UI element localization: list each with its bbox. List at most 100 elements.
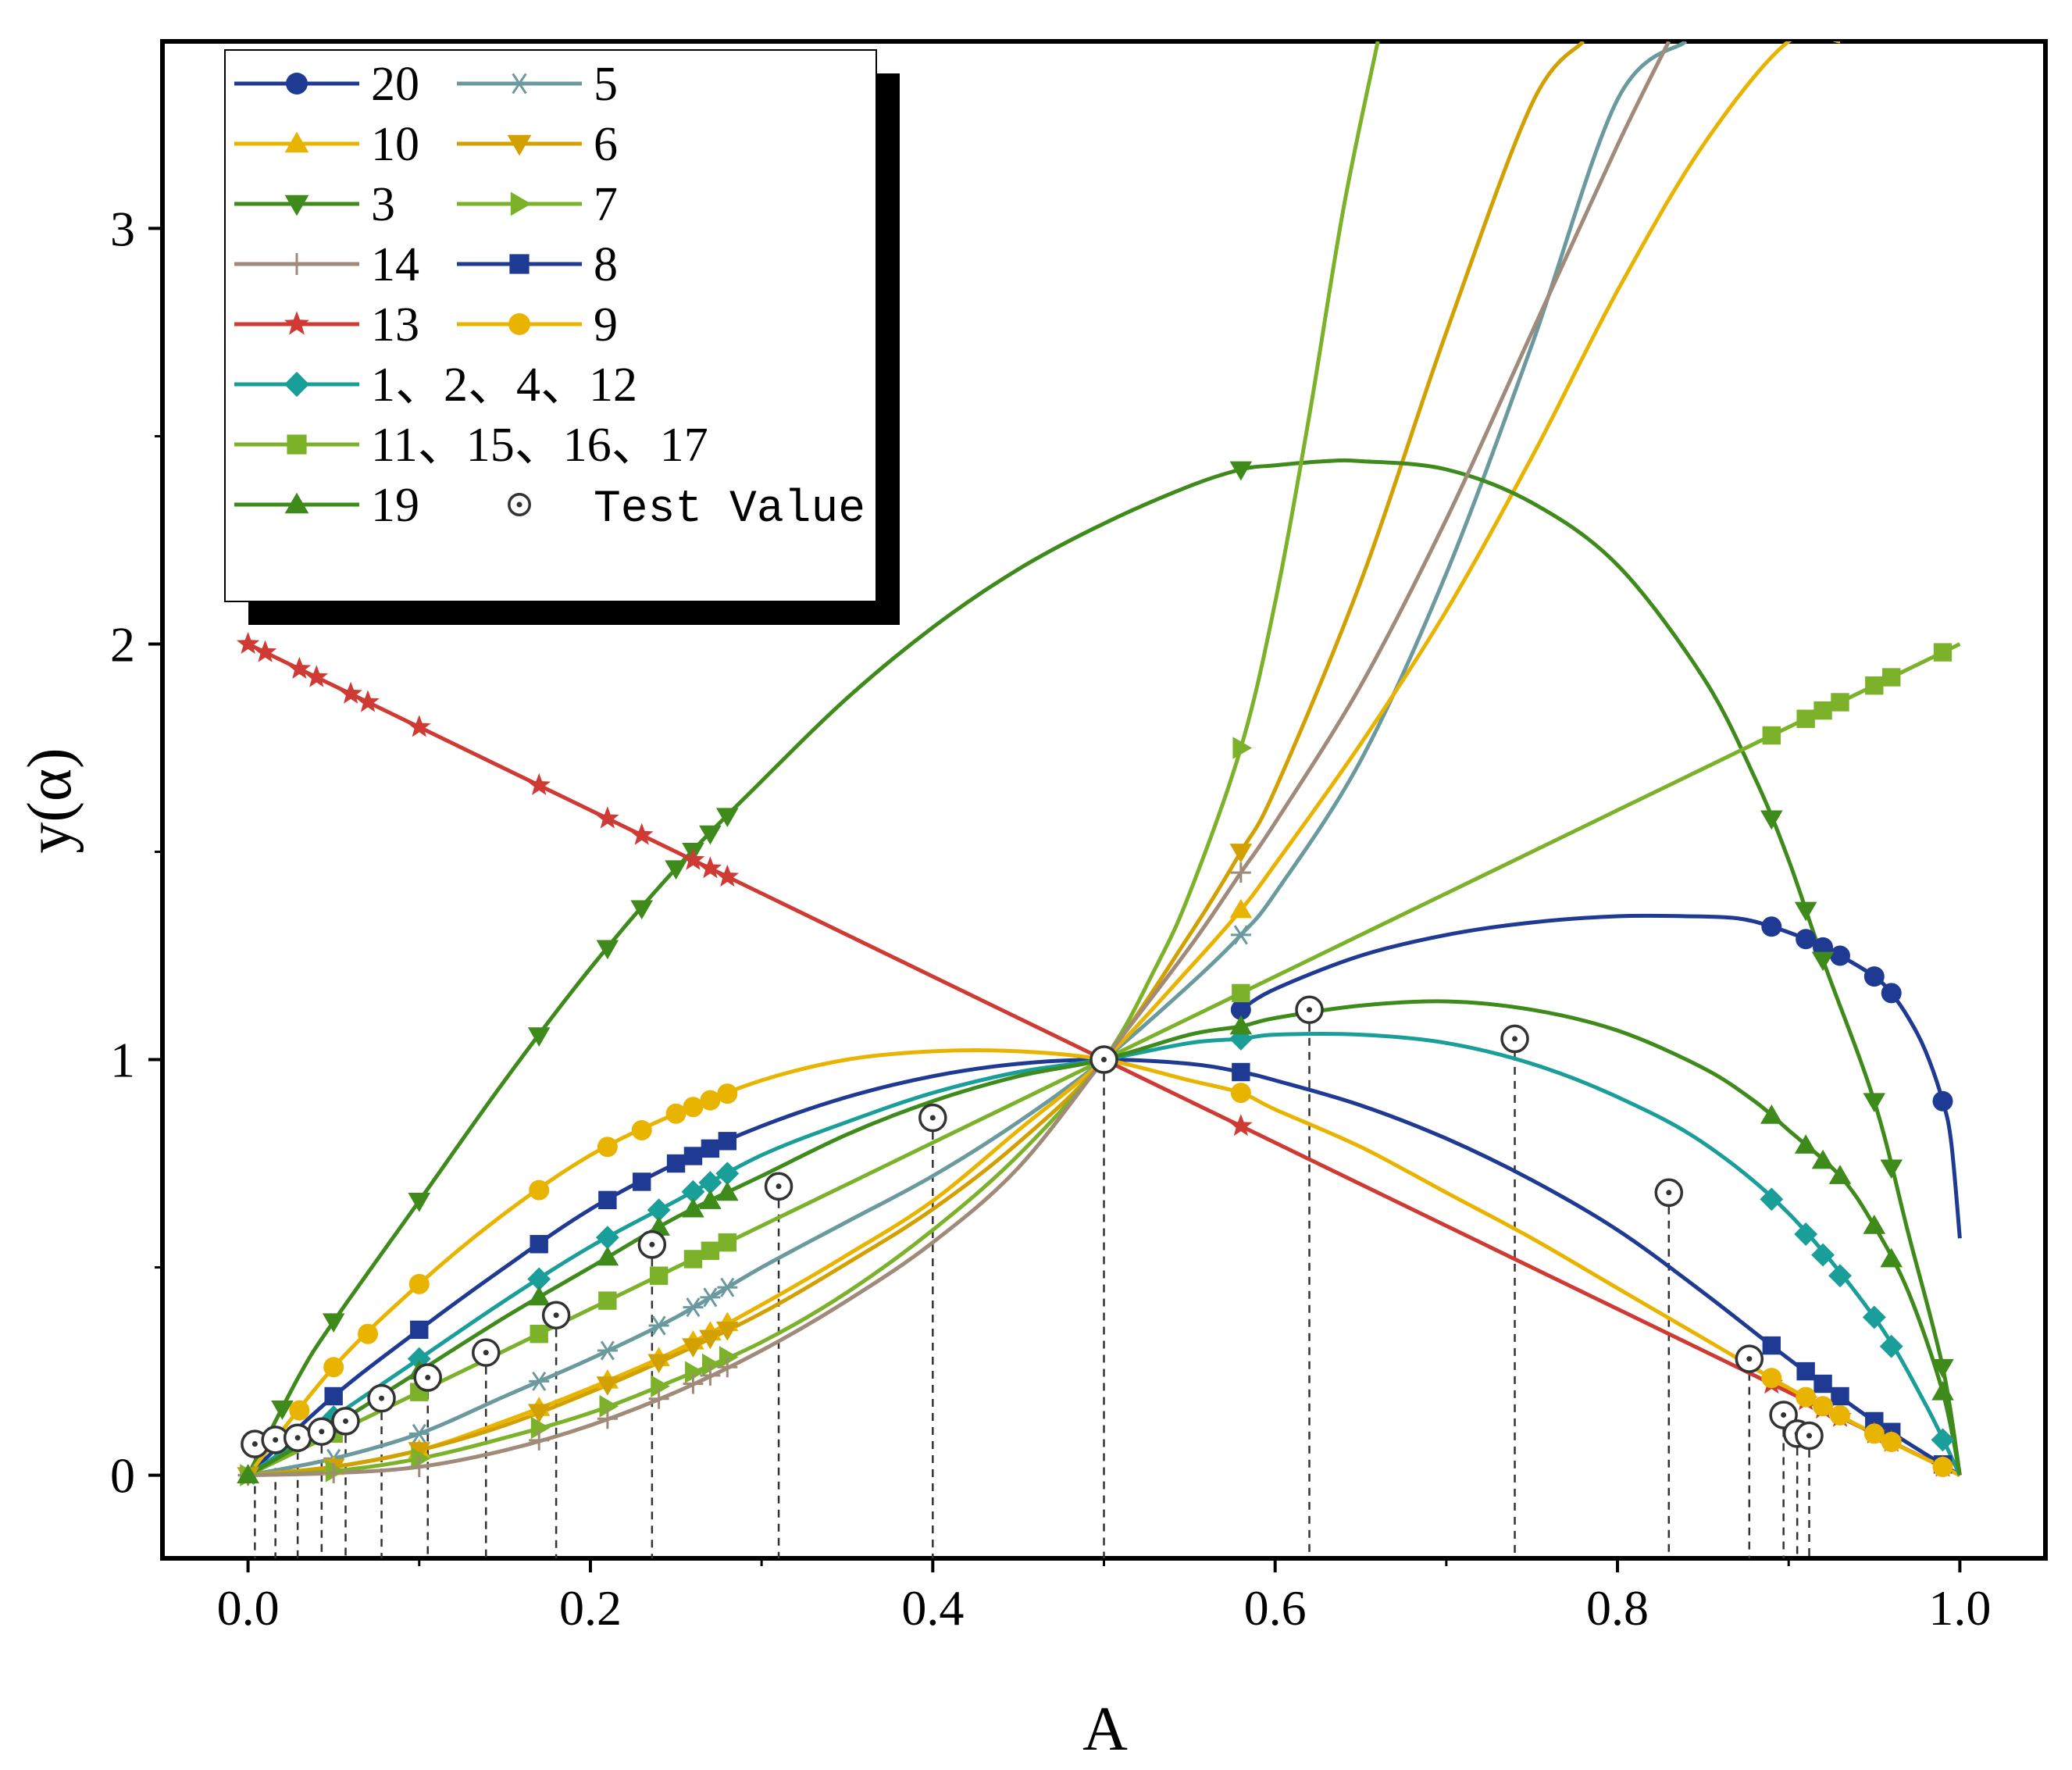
legend: 20 5 10 6 3 7 14 8 13 9 1、2、4、12 11、15、16、17 19 Test … (224, 49, 900, 625)
legend-marker-6 (507, 134, 532, 156)
legend-label-5: 5 (594, 58, 618, 111)
marker-11-15-16-17 (649, 1266, 669, 1285)
legend-label-1-2-4-12: 1、2、4、12 (371, 359, 637, 412)
marker-1-2-4-12 (1828, 1264, 1852, 1288)
marker-19 (1880, 1247, 1903, 1268)
marker-13 (681, 848, 705, 870)
marker-14 (323, 1462, 344, 1483)
marker-13 (236, 631, 260, 655)
marker-3 (699, 825, 722, 845)
y-axis-title: y(α) (16, 748, 84, 853)
marker-1-2-4-12 (1794, 1222, 1818, 1246)
marker-9 (1863, 1423, 1885, 1444)
marker-19 (527, 1286, 551, 1306)
marker-9 (1796, 1386, 1817, 1408)
marker-11-15-16-17 (1933, 643, 1953, 662)
marker-14 (408, 1456, 430, 1477)
marker-19 (682, 1197, 704, 1218)
legend-label-14: 14 (371, 238, 419, 291)
marker-7 (719, 1346, 739, 1369)
marker-14 (1230, 862, 1251, 883)
series-line-1-2-4-12 (247, 1032, 1962, 1477)
marker-11-15-16-17 (530, 1324, 548, 1344)
legend-marker-5 (508, 73, 530, 95)
marker-13 (629, 823, 654, 845)
test-value-point (307, 1417, 337, 1446)
marker-3 (322, 1313, 345, 1333)
marker-19 (1931, 1380, 1954, 1401)
legend-label-19: 19 (371, 479, 419, 532)
marker-19 (1811, 1149, 1835, 1169)
marker-1-2-4-12 (647, 1198, 671, 1222)
legend-marker-9 (508, 313, 530, 335)
marker-20 (1863, 966, 1885, 987)
series-line-7 (248, 41, 1380, 1478)
marker-1-2-4-12 (1862, 1305, 1886, 1329)
marker-14 (597, 1408, 618, 1429)
legend-marker-14 (286, 253, 308, 275)
marker-19 (237, 1464, 259, 1483)
marker-9 (1829, 1404, 1850, 1426)
marker-14 (648, 1388, 669, 1409)
marker-3 (630, 900, 654, 920)
marker-11-15-16-17 (1762, 726, 1781, 745)
marker-5 (700, 1287, 721, 1308)
marker-3 (596, 940, 619, 960)
marker-8 (718, 1132, 736, 1151)
legend-label-3: 3 (371, 178, 395, 231)
marker-9 (529, 1179, 550, 1201)
test-value-point (637, 1230, 667, 1259)
test-value-point (367, 1383, 396, 1413)
marker-11-15-16-17 (1813, 701, 1832, 720)
marker-3 (1811, 951, 1835, 972)
marker-1-2-4-12 (1760, 1187, 1784, 1212)
legend-label-13: 13 (371, 298, 419, 352)
marker-9 (1932, 1456, 1953, 1477)
legend-label-6: 6 (594, 118, 618, 171)
marker-11-15-16-17 (718, 1233, 736, 1252)
marker-13 (698, 856, 722, 879)
marker-8 (1813, 1374, 1832, 1394)
marker-1-2-4-12 (1931, 1428, 1955, 1452)
marker-13 (715, 864, 740, 887)
marker-14 (700, 1365, 721, 1386)
marker-3 (665, 860, 687, 880)
marker-6 (699, 1329, 722, 1350)
marker-8 (633, 1172, 651, 1191)
marker-8 (598, 1190, 617, 1210)
marker-5 (408, 1423, 430, 1443)
marker-20 (1932, 1090, 1953, 1112)
legend-marker-10 (284, 131, 309, 153)
marker-6 (527, 1404, 551, 1424)
y-tick-label: 3 (110, 201, 135, 256)
marker-5 (683, 1297, 704, 1318)
y-tick-label: 2 (110, 616, 135, 672)
marker-7 (530, 1416, 551, 1440)
test-value-point (1654, 1178, 1684, 1208)
test-value-point (283, 1423, 312, 1452)
marker-19 (596, 1246, 619, 1266)
marker-9 (665, 1103, 687, 1124)
marker-20 (1761, 916, 1782, 937)
marker-9 (1881, 1432, 1902, 1453)
test-value-point (1295, 995, 1324, 1024)
test-value-point (1735, 1344, 1764, 1373)
marker-19 (1794, 1134, 1817, 1154)
marker-1-2-4-12 (1879, 1334, 1903, 1358)
x-tick-label: 0.0 (217, 1580, 280, 1636)
legend-label-7: 7 (594, 178, 618, 231)
marker-7 (651, 1375, 670, 1398)
marker-11-15-16-17 (1232, 983, 1250, 1003)
legend-label-9: 9 (594, 298, 618, 352)
legend-marker-1-2-4-12 (284, 371, 310, 398)
marker-3 (1931, 1358, 1954, 1379)
series-line-10 (248, 41, 1840, 1478)
marker-19 (699, 1190, 722, 1209)
marker-3 (716, 808, 739, 828)
marker-11-15-16-17 (1796, 709, 1815, 728)
marker-8 (530, 1235, 548, 1254)
marker-11-15-16-17 (598, 1291, 617, 1310)
marker-13 (305, 665, 329, 687)
x-tick-label: 0.8 (1586, 1580, 1649, 1636)
legend-marker-20 (286, 73, 308, 95)
